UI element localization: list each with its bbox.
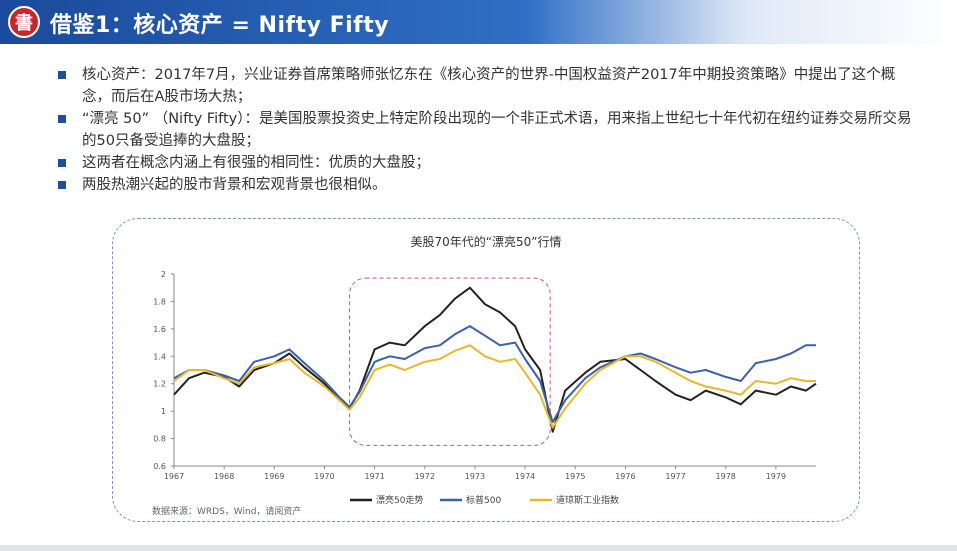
- bullet-square-icon: [58, 71, 66, 79]
- legend-label: 标普500: [466, 494, 501, 506]
- x-tick-label: 1968: [214, 472, 234, 481]
- x-tick-label: 1972: [415, 472, 435, 481]
- x-tick-label: 1970: [314, 472, 334, 481]
- x-tick-label: 1974: [515, 472, 535, 481]
- bullet-text: 核心资产：2017年7月，兴业证券首席策略师张忆东在《核心资产的世界-中国权益资…: [82, 67, 896, 105]
- x-tick-label: 1977: [665, 472, 685, 481]
- x-tick-label: 1967: [164, 472, 184, 481]
- x-tick-label: 1979: [766, 472, 786, 481]
- bullet-text: 这两者在概念内涵上有很强的相同性：优质的大盘股；: [82, 155, 430, 171]
- x-tick-label: 1976: [615, 472, 635, 481]
- legend-label: 道琼斯工业指数: [556, 494, 619, 506]
- company-logo-icon: 書: [8, 6, 40, 38]
- legend: 漂亮50走势 标普500 道琼斯工业指数: [350, 494, 619, 506]
- chart-frame: [112, 218, 860, 522]
- bullet-text: “漂亮 50” （Nifty Fifty）：是美国股票投资史上特定阶段出现的一个…: [82, 111, 912, 149]
- footer-bar: [0, 545, 957, 551]
- bullet-list: 核心资产：2017年7月，兴业证券首席策略师张忆东在《核心资产的世界-中国权益资…: [58, 64, 918, 196]
- series-group: [173, 286, 817, 433]
- bullet-item: “漂亮 50” （Nifty Fifty）：是美国股票投资史上特定阶段出现的一个…: [58, 108, 918, 152]
- x-tick-label: 1978: [716, 472, 736, 481]
- x-tick-label: 1975: [565, 472, 585, 481]
- title-bar: 書 借鉴1：核心资产 = Nifty Fifty: [0, 0, 957, 44]
- bullet-square-icon: [58, 115, 66, 123]
- slide-title: 借鉴1：核心资产 = Nifty Fifty: [50, 13, 390, 38]
- y-tick-label: 0.6: [153, 462, 166, 471]
- chart-title: 美股70年代的“漂亮50”行情: [411, 234, 562, 249]
- y-tick-label: 0.8: [153, 435, 166, 444]
- bullet-square-icon: [58, 181, 66, 189]
- line-chart: 美股70年代的“漂亮50”行情 数据来源：WRDS，Wind，请阅资产 2 1.8…: [152, 234, 817, 517]
- bullet-square-icon: [58, 159, 66, 167]
- x-tick-label: 1969: [264, 472, 284, 481]
- bullet-item: 两股热潮兴起的股市背景和宏观背景也很相似。: [58, 174, 918, 196]
- highlight-group: [349, 277, 551, 446]
- bullet-item: 这两者在概念内涵上有很强的相同性：优质的大盘股；: [58, 152, 918, 174]
- series-line: [173, 286, 817, 433]
- legend-label: 漂亮50走势: [376, 494, 423, 506]
- y-tick-label: 1: [161, 407, 166, 416]
- y-tick-label: 1.8: [153, 297, 166, 306]
- series-line: [173, 325, 816, 424]
- x-tick-label: 1971: [364, 472, 384, 481]
- y-tick-label: 1.2: [153, 380, 166, 389]
- chart-source: 数据来源：WRDS，Wind，请阅资产: [152, 505, 301, 517]
- highlight-box: [349, 277, 551, 446]
- bullet-text: 两股热潮兴起的股市背景和宏观背景也很相似。: [82, 177, 387, 193]
- bullet-item: 核心资产：2017年7月，兴业证券首席策略师张忆东在《核心资产的世界-中国权益资…: [58, 64, 918, 108]
- series-line: [173, 344, 816, 429]
- y-tick-label: 1.6: [153, 325, 166, 334]
- y-tick-label: 2: [161, 270, 166, 279]
- x-tick-label: 1973: [465, 472, 485, 481]
- y-tick-label: 1.4: [153, 352, 166, 361]
